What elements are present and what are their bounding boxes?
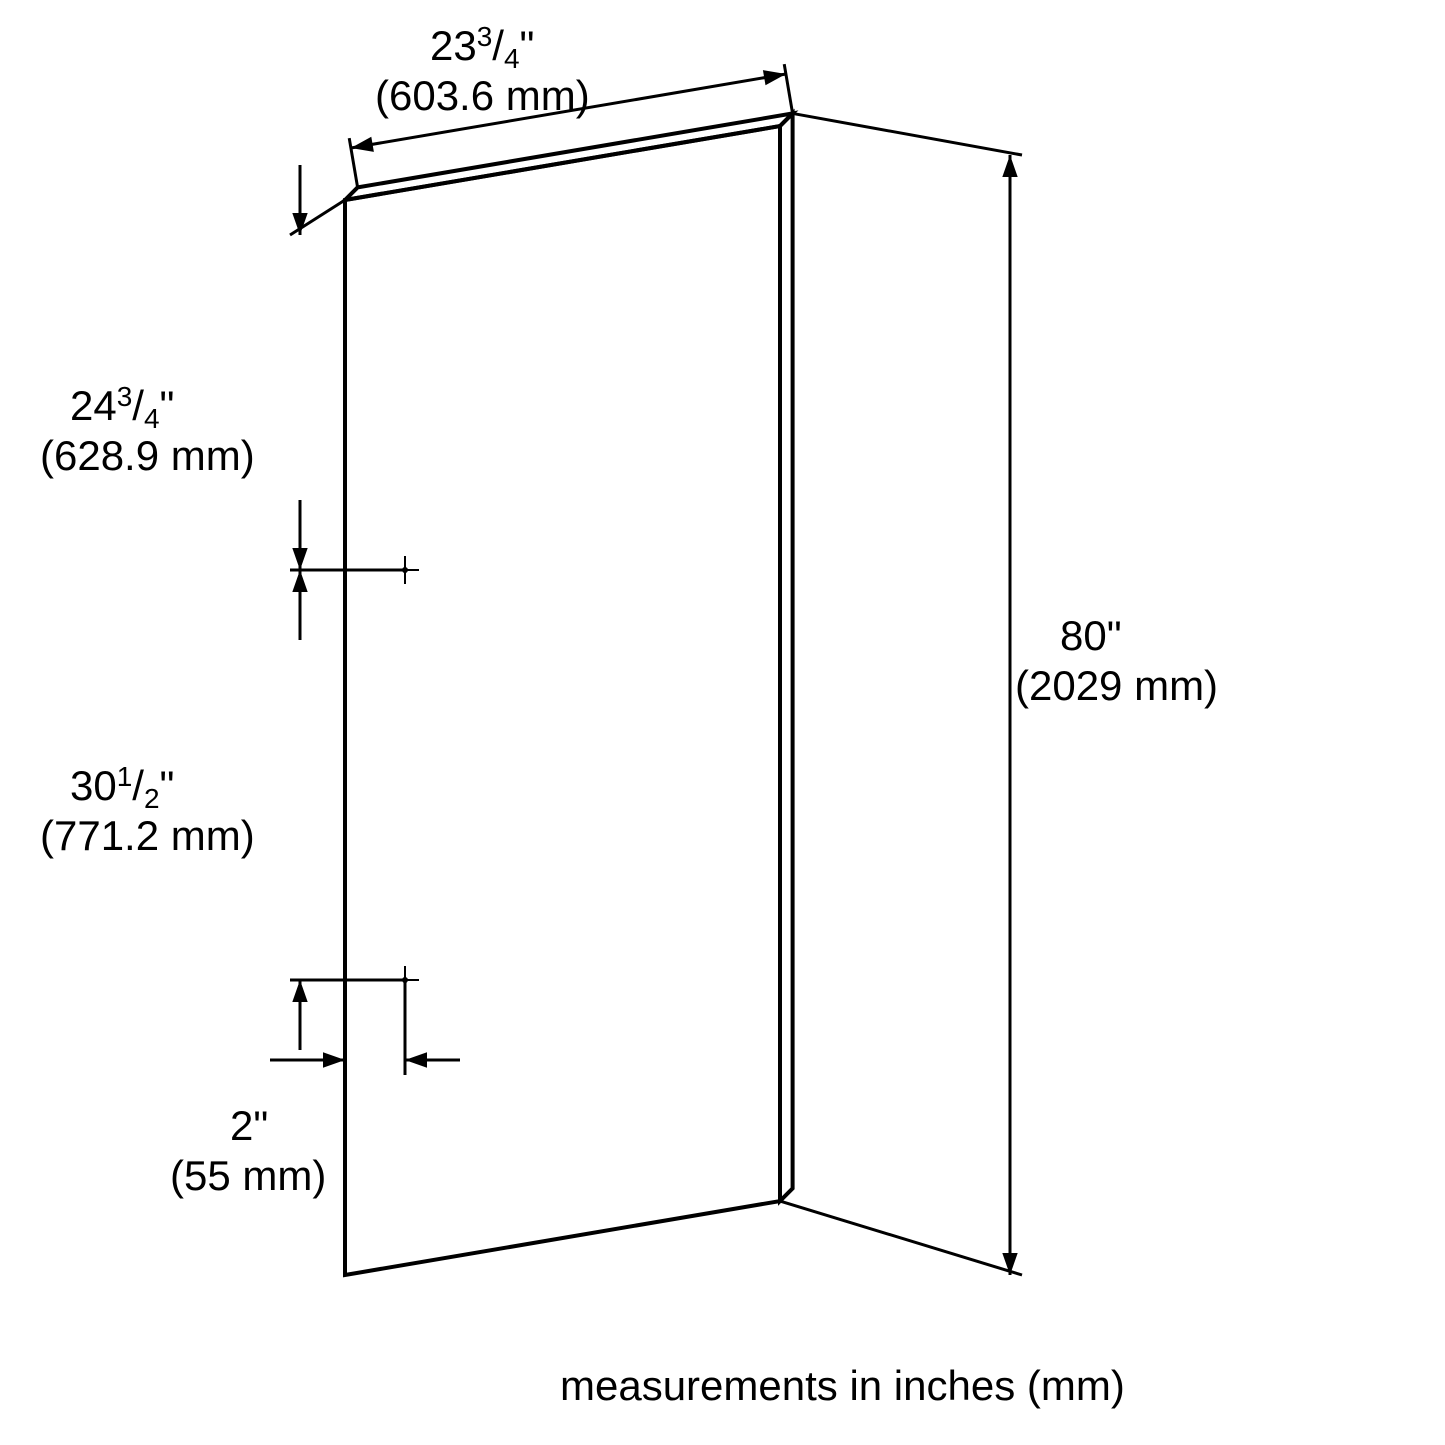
dimension-upper-inches: 243/4"	[70, 381, 174, 434]
dimension-mid-inches: 301/2"	[70, 761, 174, 814]
dimension-width-inches: 233/4"	[430, 21, 534, 74]
dimension-upper-vertical: 243/4" (628.9 mm)	[40, 165, 405, 640]
dimension-mid-mm: (771.2 mm)	[40, 812, 255, 859]
dimension-height-mm: (2029 mm)	[1015, 662, 1218, 709]
dimension-height-inches: 80"	[1060, 612, 1122, 659]
dimension-inset-mm: (55 mm)	[170, 1152, 326, 1199]
dimension-mid-vertical: 301/2" (771.2 mm)	[40, 500, 405, 1050]
dimension-inset: 2" (55 mm)	[170, 980, 460, 1199]
dimension-inset-inches: 2"	[230, 1102, 268, 1149]
dimension-height: 80" (2029 mm)	[780, 113, 1218, 1275]
dimension-width-mm: (603.6 mm)	[375, 72, 590, 119]
dimension-upper-mm: (628.9 mm)	[40, 432, 255, 479]
caption-text: measurements in inches (mm)	[560, 1362, 1125, 1409]
panel-shape	[345, 113, 793, 1275]
dimension-diagram: 233/4" (603.6 mm) 243/4" (628.9 mm) 301/…	[0, 0, 1445, 1445]
